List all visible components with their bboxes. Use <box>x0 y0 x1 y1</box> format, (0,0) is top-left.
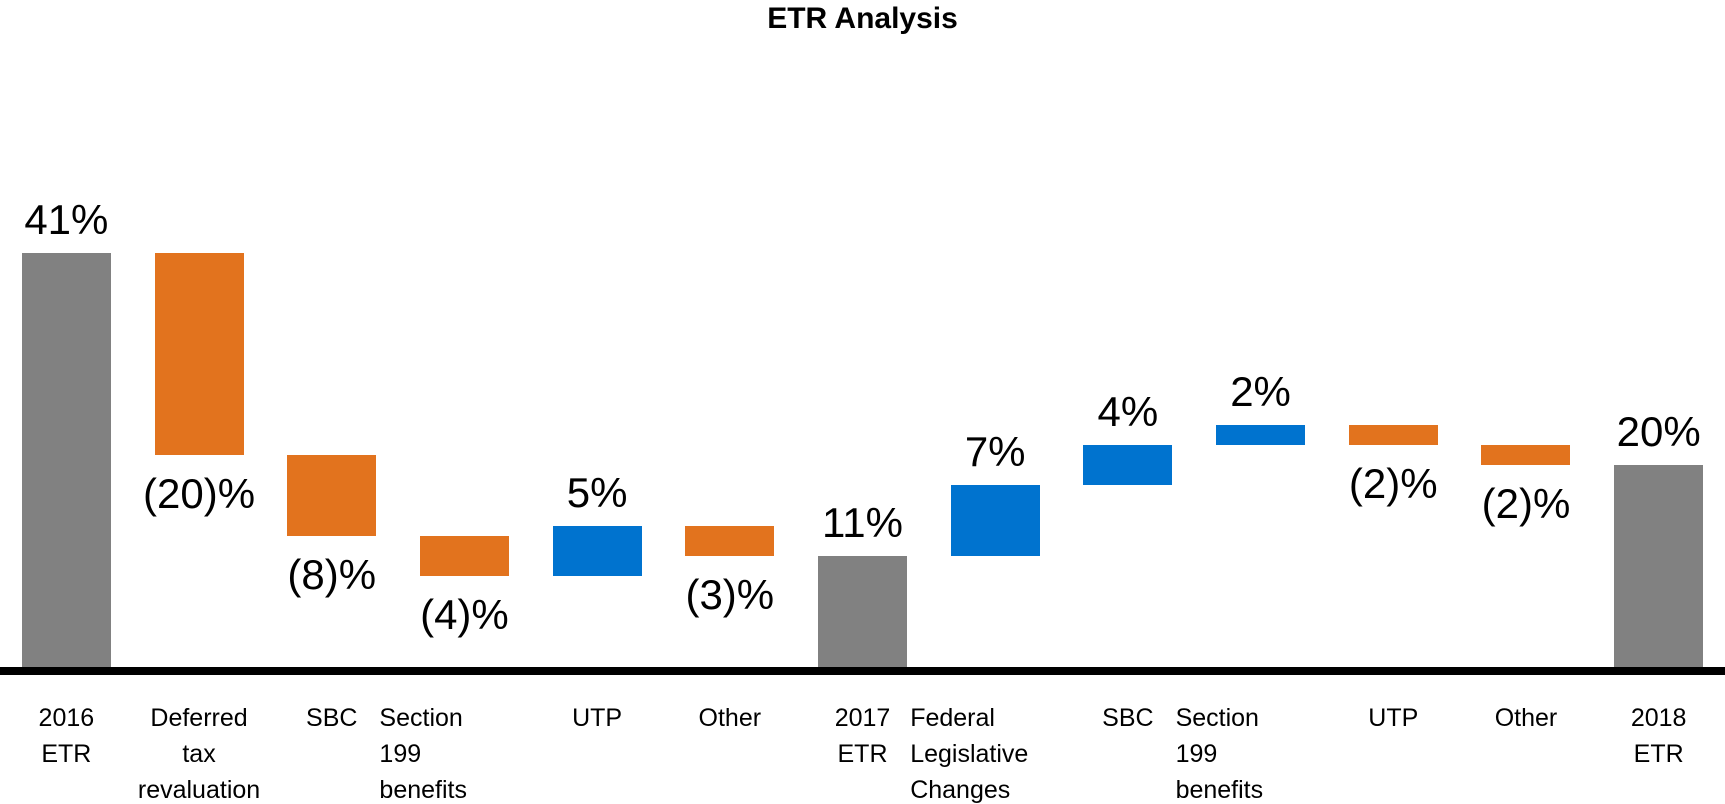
waterfall-bar <box>1614 465 1704 667</box>
category-label: Other <box>1441 700 1611 736</box>
category-label-line: Legislative <box>910 740 1029 768</box>
category-label-line: UTP <box>1368 704 1419 732</box>
x-axis-line <box>0 667 1725 675</box>
category-label: 2016 ETR <box>0 700 151 772</box>
category-label-line: Federal <box>910 704 995 732</box>
waterfall-bar <box>552 525 642 577</box>
category-label-line: Deferred <box>150 704 248 732</box>
bar-value-label: (2)% <box>1481 480 1571 527</box>
bar-value-label: 20% <box>1616 408 1701 455</box>
waterfall-bar <box>685 525 775 556</box>
bar-value-label: 4% <box>1097 387 1159 435</box>
bar-value-label: (4)% <box>420 591 509 639</box>
waterfall-bar <box>1348 424 1438 445</box>
waterfall-bar <box>154 252 244 455</box>
category-label-line: Other <box>698 704 762 732</box>
category-label-line: 199 <box>1175 740 1218 768</box>
category-label-line: tax <box>182 740 216 768</box>
bar-value-label: 7% <box>964 428 1026 476</box>
waterfall-bar <box>818 555 907 667</box>
category-label: UTP <box>512 700 682 736</box>
waterfall-bar <box>1481 444 1571 465</box>
category-label-line: Section <box>379 704 463 732</box>
chart-title: ETR Analysis <box>767 2 958 35</box>
waterfall-bar <box>950 485 1040 556</box>
waterfall-bar <box>21 252 111 667</box>
category-label-line: Other <box>1494 704 1558 732</box>
bar-value-label: 41% <box>24 195 109 243</box>
category-label: Deferred tax revaluation <box>114 700 284 804</box>
category-label-line: Changes <box>910 776 1011 804</box>
category-label: Section 199 benefits <box>379 700 549 804</box>
waterfall-bar <box>1083 444 1173 486</box>
category-label-line: benefits <box>1175 776 1264 804</box>
category-label-line: 2016 <box>38 704 95 732</box>
category-label: SBC <box>247 700 417 736</box>
category-label-line: 199 <box>379 740 422 768</box>
category-label: Federal Legislative Changes <box>910 700 1080 804</box>
bar-value-label: 5% <box>566 468 628 516</box>
category-label-line: 2018 <box>1630 704 1687 732</box>
bar-value-label: (20)% <box>143 469 256 517</box>
waterfall-bar <box>287 454 377 536</box>
bar-value-label: (8)% <box>287 550 377 598</box>
category-label-line: ETR <box>41 740 92 768</box>
bar-value-label: (2)% <box>1348 459 1438 507</box>
bar-value-label: 11% <box>822 498 903 546</box>
category-label-line: Section <box>1175 704 1259 732</box>
category-label-line: ETR <box>837 740 888 768</box>
category-label-line: UTP <box>572 704 623 732</box>
category-label-line: benefits <box>379 776 467 804</box>
waterfall-bar <box>1216 424 1306 445</box>
bar-value-label: (3)% <box>685 570 775 618</box>
category-label-line: revaluation <box>137 776 261 804</box>
category-label: Section 199 benefits <box>1176 700 1346 804</box>
category-label-line: 2017 <box>834 704 891 732</box>
category-label-line: ETR <box>1633 740 1684 768</box>
category-label: 2017 ETR <box>778 700 948 772</box>
category-label: Other <box>645 700 815 736</box>
category-label-line: SBC <box>306 704 358 732</box>
category-label: 2018 ETR <box>1574 700 1725 772</box>
waterfall-bar <box>419 535 509 577</box>
category-label: UTP <box>1308 700 1478 736</box>
category-label-line: SBC <box>1102 704 1154 732</box>
category-label: SBC <box>1043 700 1213 736</box>
bar-value-label: 2% <box>1230 367 1291 415</box>
